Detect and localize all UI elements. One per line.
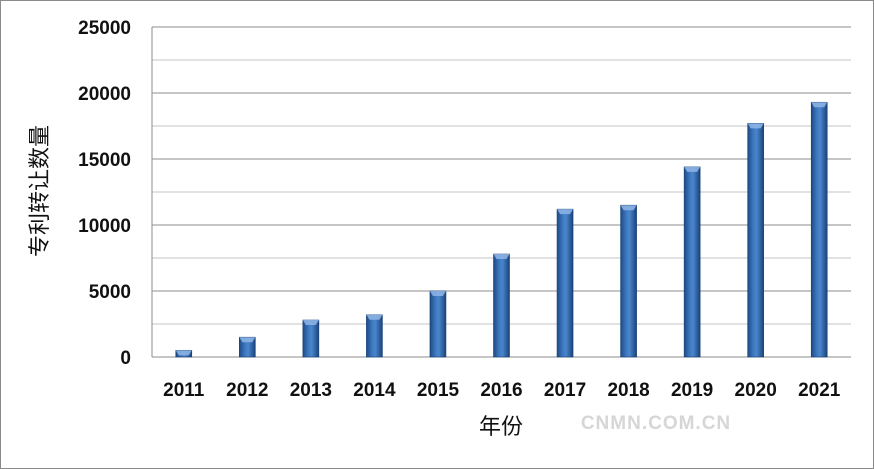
- y-axis-title: 专利转让数量: [28, 125, 53, 257]
- y-tick-label: 15000: [78, 150, 131, 171]
- x-tick-label: 2015: [417, 380, 460, 401]
- x-tick-label: 2014: [353, 380, 396, 401]
- x-tick-label: 2018: [607, 380, 649, 401]
- bar: [810, 101, 828, 358]
- x-tick-labels: 2011 2012 2013 2014 2015 2016 2017 2018 2019 2020…: [163, 380, 841, 401]
- x-tick-label: 2017: [544, 380, 586, 401]
- bar: [239, 336, 256, 358]
- gridlines: [152, 26, 851, 358]
- bar: [747, 123, 764, 358]
- watermark-text: CNMN.COM.CN: [581, 413, 731, 434]
- x-tick-label: 2016: [480, 380, 522, 401]
- x-tick-label: 2013: [290, 380, 332, 401]
- y-tick-label: 10000: [78, 216, 131, 237]
- bar: [366, 314, 383, 358]
- bar: [175, 350, 193, 358]
- y-tick-label: 20000: [78, 84, 131, 105]
- bar: [302, 319, 320, 358]
- bar: [429, 290, 447, 358]
- bar: [683, 166, 701, 358]
- x-axis-title: 年份: [479, 415, 523, 440]
- bars: [175, 101, 828, 358]
- x-tick-label: 2020: [735, 380, 777, 401]
- y-tick-label: 5000: [89, 282, 131, 303]
- y-tick-label: 25000: [78, 18, 131, 39]
- x-tick-label: 2011: [163, 380, 205, 401]
- x-tick-label: 2021: [798, 380, 841, 401]
- bar: [620, 204, 637, 358]
- bar: [556, 208, 574, 358]
- x-tick-label: 2019: [671, 380, 713, 401]
- bar: [493, 253, 510, 358]
- y-tick-labels: 0 5000 10000 15000 20000 25000: [78, 18, 131, 369]
- y-tick-label: 0: [120, 348, 131, 369]
- x-tick-label: 2012: [226, 380, 268, 401]
